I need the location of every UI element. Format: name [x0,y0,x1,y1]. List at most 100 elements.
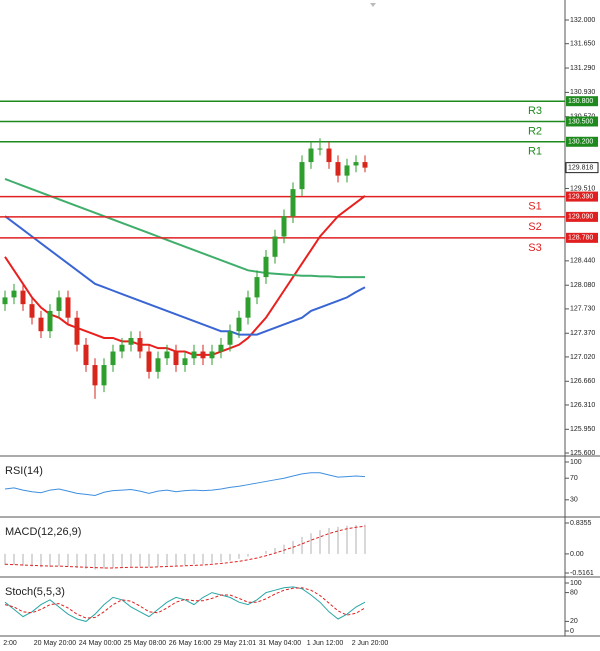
candle-body [182,358,188,366]
candle-body [326,148,332,163]
x-tick-label: 2:00 [3,640,17,647]
candle-body [362,162,368,168]
candle-body [173,351,179,366]
indicator-line [4,525,366,569]
moving-average [4,215,366,336]
y-tick-label: 128.440 [570,258,595,265]
scroll-marker [370,3,376,7]
candle-body [245,297,251,318]
candle-body [272,236,278,257]
x-tick-label: 26 May 16:00 [169,640,212,647]
y-tick-label: 129.510 [570,185,595,192]
level-label: 130.800 [568,98,593,105]
candle-body [335,162,341,176]
candle-body [92,365,98,386]
level-box [566,191,598,202]
candle-body [236,317,242,332]
candle-body [344,165,350,176]
indicator-line [4,472,366,496]
candle-body [65,297,71,318]
y-tick-label: 100 [570,580,582,587]
level-name: R1 [528,146,542,158]
last-price-label: 129.818 [568,164,593,171]
y-tick-label: 132.000 [570,17,595,24]
level-box [566,96,598,107]
y-tick-label: 126.660 [570,378,595,385]
y-tick-label: 128.080 [570,282,595,289]
x-tick-label: 24 May 00:00 [79,640,122,647]
y-tick-label: 127.020 [570,354,595,361]
candle-body [191,351,197,359]
level-label: 130.500 [568,118,593,125]
candle-body [128,337,134,345]
y-tick-label: 20 [570,618,578,625]
candle-body [200,351,206,359]
candle-body [56,297,62,311]
y-tick-label: 131.290 [570,65,595,72]
candle-body [164,351,170,359]
candle-body [146,351,152,372]
candle-body [83,344,89,366]
x-tick-label: 1 Jun 12:00 [307,640,344,647]
level-name: R3 [528,105,542,117]
candle-body [155,358,161,372]
candle-body [74,317,80,345]
level-name: R2 [528,125,542,137]
candle-body [218,344,224,352]
candle-body [47,310,53,332]
candle-body [263,256,269,278]
y-tick-label: 70 [570,475,578,482]
candle-body [110,351,116,366]
level-name: S3 [528,242,541,254]
candle-body [308,148,314,163]
y-tick-label: 126.310 [570,402,595,409]
candle-body [119,344,125,352]
candle-body [2,297,8,305]
y-tick-label: 130.930 [570,89,595,96]
candle-body [209,351,215,359]
candle-body [11,290,17,298]
y-tick-label: 125.600 [570,450,595,457]
y-tick-label: 0.8355 [570,520,592,527]
last-price-box [565,162,599,174]
level-box [566,211,598,222]
candle-body [38,317,44,332]
level-box [566,136,598,147]
candle-body [101,365,107,386]
x-tick-label: 2 Jun 20:00 [352,640,389,647]
x-tick-label: 20 May 20:00 [34,640,77,647]
indicator-line [4,586,366,622]
candle-body [299,162,305,190]
y-tick-label: 127.730 [570,306,595,313]
candle-body [254,277,260,298]
candle-body [137,337,143,352]
level-label: 129.090 [568,214,593,221]
y-tick-label: 80 [570,589,578,596]
y-tick-label: 30 [570,497,578,504]
candle-body [290,189,296,217]
y-tick-label: 0 [570,628,574,635]
level-name: S2 [528,221,541,233]
candle-body [20,290,26,305]
level-label: 129.390 [568,193,593,200]
y-tick-label: 131.650 [570,41,595,48]
level-label: 128.780 [568,235,593,242]
moving-average [4,178,365,279]
candle-body [29,304,35,318]
candle-body [281,216,287,237]
candle-body [317,148,323,150]
x-tick-label: 25 May 08:00 [124,640,167,647]
candle-body [353,162,359,166]
y-tick-label: 0.00 [570,551,584,558]
candle-body [227,331,233,345]
level-box [566,232,598,243]
y-tick-label: 125.950 [570,426,595,433]
level-label: 130.200 [568,139,593,146]
x-tick-label: 31 May 04:00 [259,640,302,647]
y-tick-label: 127.370 [570,330,595,337]
indicator-title: MACD(12,26,9) [5,526,81,538]
y-tick-label: 100 [570,459,582,466]
x-tick-label: 29 May 21:01 [214,640,257,647]
